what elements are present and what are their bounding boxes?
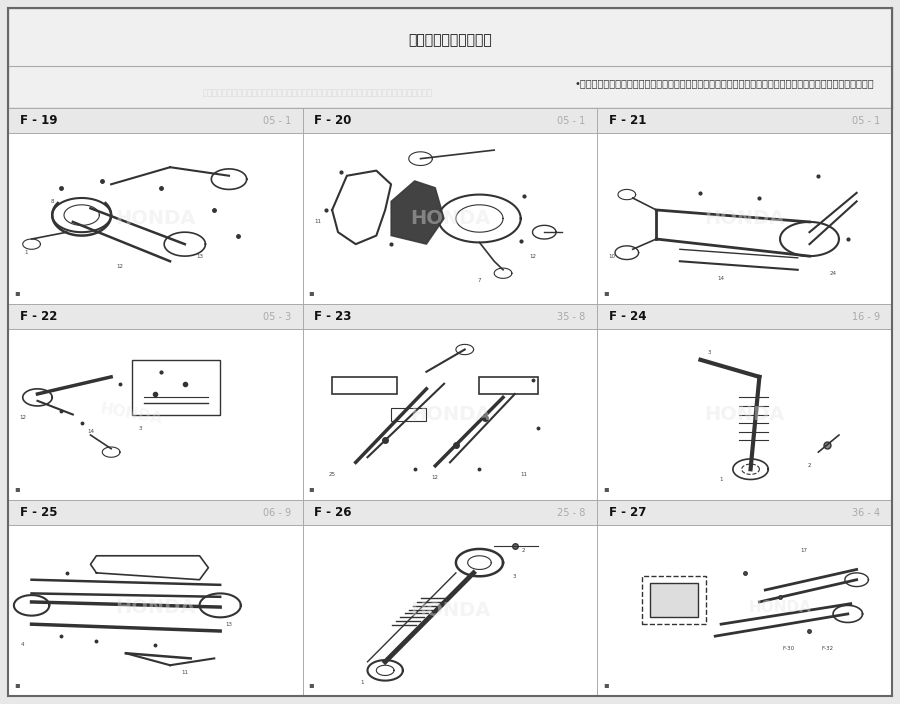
Text: F - 19: F - 19 bbox=[20, 114, 58, 127]
Text: 3: 3 bbox=[513, 574, 517, 579]
Text: 25: 25 bbox=[328, 472, 336, 477]
Text: F-32: F-32 bbox=[821, 646, 833, 650]
Text: ▪: ▪ bbox=[603, 289, 609, 298]
Text: 06 - 9: 06 - 9 bbox=[263, 508, 291, 517]
Text: 12: 12 bbox=[19, 415, 26, 420]
Text: ▪: ▪ bbox=[603, 681, 609, 689]
Text: ▪: ▪ bbox=[14, 681, 20, 689]
Text: 1: 1 bbox=[719, 477, 723, 482]
Text: 16 - 9: 16 - 9 bbox=[852, 311, 880, 322]
Text: 2: 2 bbox=[522, 548, 526, 553]
Text: 12: 12 bbox=[116, 264, 123, 269]
Text: 7: 7 bbox=[478, 277, 482, 282]
Polygon shape bbox=[392, 181, 444, 244]
Text: •หมายเลขอ้างอิงในรูปภาพอาจจะแตกต่างจากเนื้อหาในเล่ม: •หมายเลขอ้างอิงในรูปภาพอาจจะแตกต่างจากเน… bbox=[575, 78, 874, 88]
Bar bbox=[651, 583, 698, 617]
Text: 14: 14 bbox=[717, 276, 725, 281]
Text: 1: 1 bbox=[360, 680, 364, 685]
Text: 3: 3 bbox=[139, 426, 142, 431]
Text: ▪: ▪ bbox=[309, 681, 314, 689]
Text: 12: 12 bbox=[432, 475, 439, 480]
Text: เลขที่ใช้อ้างอิงในรูปภาพอาจจะแตกต่างจากเนื้อหา: เลขที่ใช้อ้างอิงในรูปภาพอาจจะแตกต่างจากเ… bbox=[202, 89, 432, 97]
Text: 14: 14 bbox=[87, 429, 94, 434]
Bar bbox=[642, 577, 706, 624]
Text: ▪: ▪ bbox=[309, 289, 314, 298]
Text: HONDA: HONDA bbox=[115, 598, 195, 617]
Text: ▪: ▪ bbox=[603, 484, 609, 494]
Text: 4: 4 bbox=[21, 642, 24, 647]
Bar bbox=[332, 377, 397, 394]
Text: F - 26: F - 26 bbox=[314, 506, 352, 519]
Text: 05 - 1: 05 - 1 bbox=[557, 115, 586, 125]
Text: 05 - 3: 05 - 3 bbox=[263, 311, 291, 322]
Text: F - 27: F - 27 bbox=[609, 506, 646, 519]
Text: 3: 3 bbox=[707, 351, 711, 356]
Text: 11: 11 bbox=[181, 670, 188, 674]
Text: 2: 2 bbox=[807, 463, 811, 468]
Text: 13: 13 bbox=[226, 622, 232, 627]
Text: HONDA: HONDA bbox=[749, 600, 812, 615]
Text: 10: 10 bbox=[608, 253, 616, 258]
Text: HONDA: HONDA bbox=[115, 209, 195, 228]
Text: F - 23: F - 23 bbox=[314, 310, 352, 323]
Bar bbox=[131, 360, 220, 415]
Text: HONDA: HONDA bbox=[410, 601, 490, 620]
Text: หมวดตัวถัง: หมวดตัวถัง bbox=[408, 33, 492, 47]
Text: 25 - 8: 25 - 8 bbox=[557, 508, 586, 517]
Text: HONDA: HONDA bbox=[410, 405, 490, 424]
Text: 35 - 8: 35 - 8 bbox=[557, 311, 586, 322]
Text: F - 20: F - 20 bbox=[314, 114, 352, 127]
Text: F - 24: F - 24 bbox=[609, 310, 646, 323]
Text: 17: 17 bbox=[800, 548, 807, 553]
Bar bbox=[392, 408, 427, 421]
Bar bbox=[480, 377, 538, 394]
Text: HONDA: HONDA bbox=[705, 209, 785, 228]
Text: HONDA: HONDA bbox=[410, 209, 490, 228]
Text: 24: 24 bbox=[830, 271, 837, 276]
Text: 11: 11 bbox=[314, 220, 321, 225]
Text: F - 22: F - 22 bbox=[20, 310, 58, 323]
Text: HONDA: HONDA bbox=[100, 402, 164, 427]
Text: F - 25: F - 25 bbox=[20, 506, 58, 519]
Text: ▪: ▪ bbox=[309, 484, 314, 494]
Text: 13: 13 bbox=[196, 253, 203, 258]
Text: 12: 12 bbox=[529, 253, 536, 258]
Text: ▪: ▪ bbox=[14, 484, 20, 494]
Text: 36 - 4: 36 - 4 bbox=[852, 508, 880, 517]
Text: 05 - 1: 05 - 1 bbox=[263, 115, 291, 125]
Text: HONDA: HONDA bbox=[705, 405, 785, 424]
Text: F-30: F-30 bbox=[783, 646, 795, 650]
Text: 05 - 1: 05 - 1 bbox=[852, 115, 880, 125]
Text: 1: 1 bbox=[24, 250, 27, 256]
Text: 11: 11 bbox=[520, 472, 527, 477]
Text: ▪: ▪ bbox=[14, 289, 20, 298]
Text: F - 21: F - 21 bbox=[609, 114, 646, 127]
Text: 8: 8 bbox=[50, 199, 54, 204]
